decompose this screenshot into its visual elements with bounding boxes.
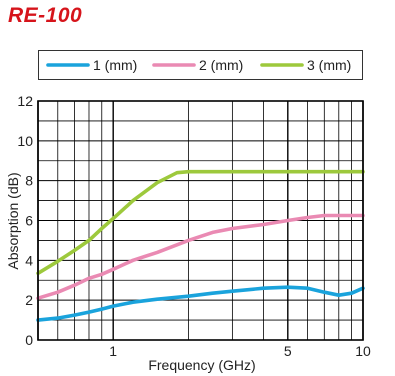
y-axis-label: Absorption (dB) — [5, 172, 21, 269]
x-tick-label: 1 — [109, 343, 117, 359]
y-tick-label: 6 — [25, 213, 33, 229]
legend-label-2: 2 (mm) — [199, 57, 243, 73]
chart-title: RE-100 — [8, 4, 83, 27]
x-tick-label: 10 — [355, 343, 371, 359]
tick-labels: 0 2 4 6 8 10 12 1 5 10 — [17, 93, 371, 359]
grid — [37, 100, 364, 341]
y-tick-label: 0 — [25, 332, 33, 348]
plot-frame — [37, 100, 364, 341]
y-tick-label: 10 — [17, 133, 33, 149]
x-axis-label: Frequency (GHz) — [148, 357, 255, 373]
series-line-1 — [36, 285, 365, 322]
x-tick-label: 5 — [284, 343, 292, 359]
y-tick-label: 12 — [17, 93, 33, 109]
y-tick-label: 2 — [25, 292, 33, 308]
series-lines — [36, 169, 365, 322]
legend-label-1: 1 (mm) — [93, 57, 137, 73]
legend-label-3: 3 (mm) — [307, 57, 351, 73]
series-line-3 — [36, 169, 365, 276]
y-tick-label: 4 — [25, 252, 33, 268]
series-line-2 — [36, 213, 365, 301]
y-tick-label: 8 — [25, 173, 33, 189]
legend: 1 (mm) 2 (mm) 3 (mm) — [46, 57, 351, 73]
legend-box — [38, 50, 363, 80]
